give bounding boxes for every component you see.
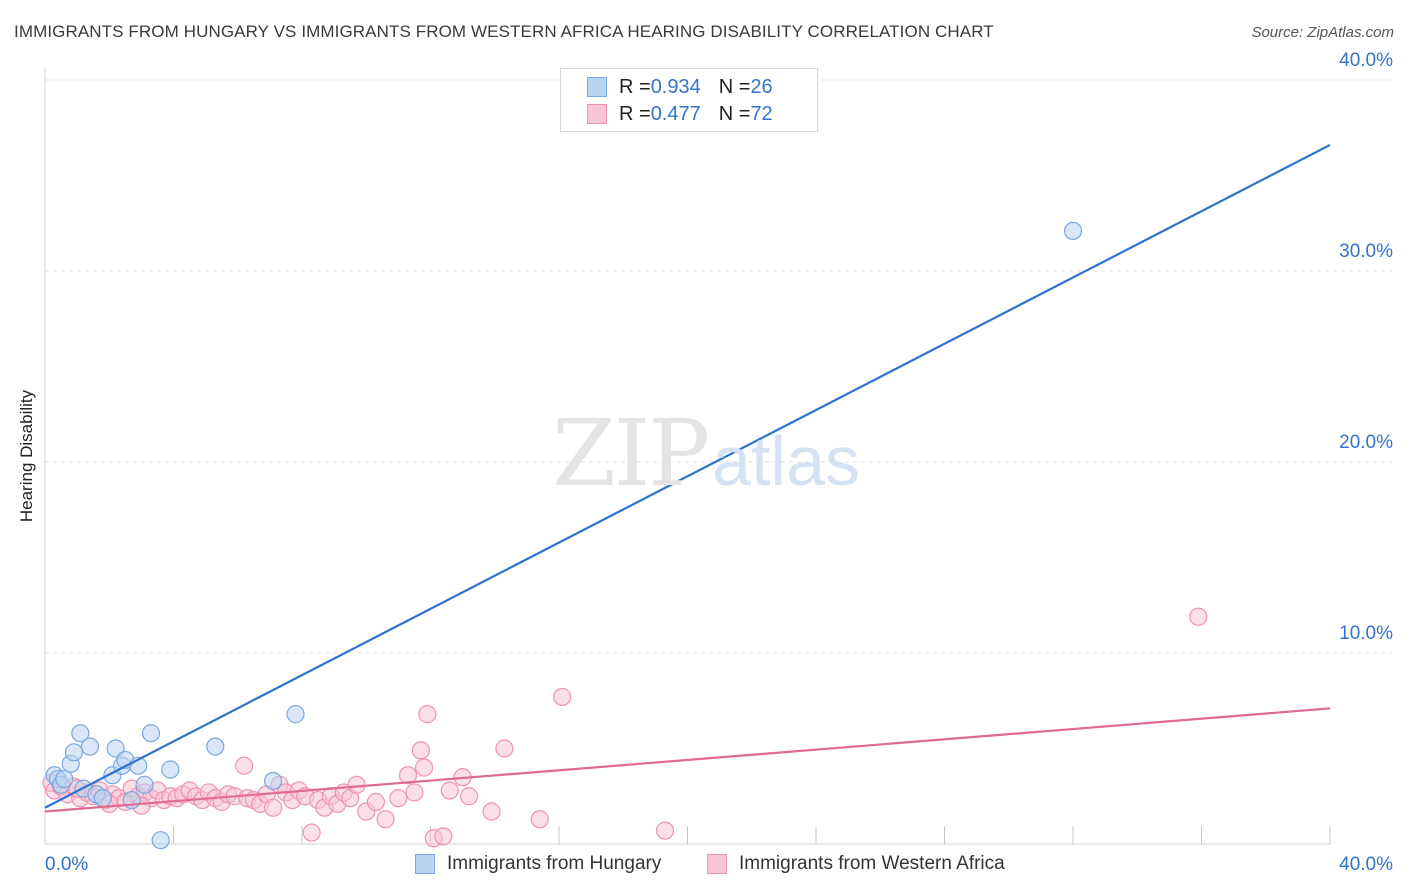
western-africa-point [459, 787, 479, 806]
hungary-point [71, 724, 90, 743]
legend-swatch-hungary [587, 77, 607, 97]
y-tick-label: 20.0% [1339, 432, 1393, 453]
hungary-point [93, 789, 112, 808]
hungary-point [151, 831, 170, 850]
hungary-points [45, 221, 1083, 850]
hungary-point [141, 724, 161, 743]
chart-title: IMMIGRANTS FROM HUNGARY VS IMMIGRANTS FR… [14, 22, 994, 41]
legend-n-label: N = [718, 102, 751, 125]
western-africa-point [1189, 607, 1208, 626]
axes [44, 68, 1331, 845]
western-africa-point [347, 775, 366, 794]
western-africa-point [302, 823, 321, 842]
western-africa-point [530, 810, 549, 829]
y-tick-label: 10.0% [1339, 623, 1393, 644]
western-africa-point [418, 705, 437, 724]
western-africa-point [263, 798, 283, 817]
hungary-point [263, 771, 283, 791]
western-africa-point [434, 827, 453, 846]
legend-r-label: R = [619, 102, 651, 125]
western-africa-point [405, 783, 424, 802]
bottom-legend-swatch-hungary [415, 854, 435, 874]
bottom-legend-label-western-africa: Immigrants from Western Africa [739, 853, 1005, 874]
bottom-legend-western-africa: Immigrants from Western Africa [707, 852, 1005, 876]
hungary-trend-line [44, 143, 1331, 809]
legend-r-value: 0.477 [650, 102, 701, 125]
hungary-point [135, 775, 154, 794]
legend-row-western-africa: R = 0.477 N = 72 [587, 103, 773, 125]
western-africa-point [411, 741, 430, 760]
bottom-legend-label-hungary: Immigrants from Hungary [447, 853, 662, 874]
hungary-point [206, 737, 225, 756]
gridlines [45, 79, 1392, 654]
western-africa-points [42, 607, 1208, 848]
western-africa-point [553, 687, 572, 707]
hungary-point [64, 743, 84, 762]
western-africa-point [655, 821, 675, 840]
western-africa-point [235, 756, 254, 775]
western-africa-point [482, 802, 501, 821]
legend-swatch-western-africa [587, 104, 607, 124]
western-africa-point [376, 810, 395, 829]
bottom-legend-swatch-western-africa [707, 854, 727, 874]
y-tick-label: 40.0% [1339, 50, 1393, 71]
western-africa-point [414, 758, 434, 777]
legend-n-value: 72 [750, 102, 773, 125]
tick-labels: 10.0% 20.0% 30.0% 40.0% 0.0% 40.0% [45, 50, 1393, 875]
x-tick-label: 40.0% [1339, 854, 1393, 875]
western-africa-point [366, 792, 385, 812]
western-africa-point [495, 739, 514, 758]
hungary-point [161, 760, 180, 779]
trend-lines [44, 143, 1331, 813]
bottom-legend-hungary: Immigrants from Hungary [415, 852, 661, 876]
source-credit: Source: ZipAtlas.com [1251, 24, 1394, 41]
stats-legend: R = 0.934 N = 26 R = 0.477 N = 72 [560, 68, 818, 132]
hungary-point [286, 705, 305, 724]
x-tick-label: 0.0% [45, 854, 88, 875]
western-africa-trend-line [44, 707, 1331, 813]
hungary-point [80, 737, 100, 756]
western-africa-point [398, 766, 418, 785]
y-axis-label: Hearing Disability [17, 389, 36, 523]
western-africa-point [389, 789, 408, 808]
legend-row-hungary: R = 0.934 N = 26 [587, 76, 773, 98]
hungary-point [1063, 221, 1083, 240]
legend-n-value: 26 [750, 75, 773, 98]
legend-r-label: R = [619, 75, 651, 98]
western-africa-point [440, 781, 459, 800]
hungary-point [55, 769, 74, 789]
legend-n-label: N = [718, 75, 751, 98]
y-tick-label: 30.0% [1339, 241, 1393, 262]
legend-r-value: 0.934 [650, 75, 701, 98]
